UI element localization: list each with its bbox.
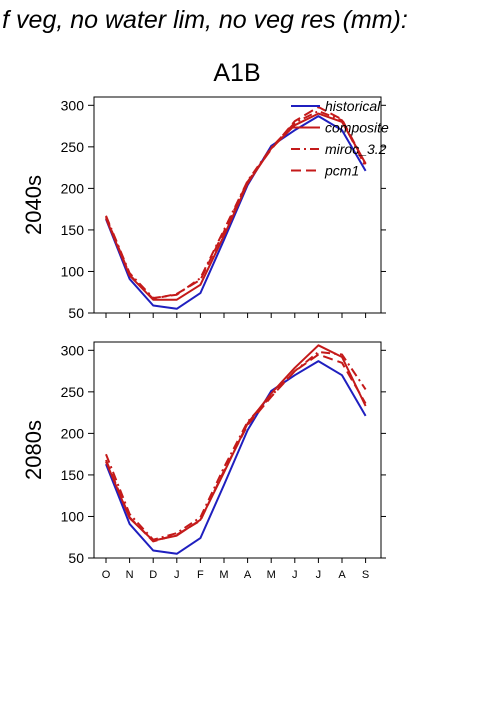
legend-label: historical <box>325 98 381 114</box>
month-label: O <box>102 569 111 581</box>
series-line-pcm1 <box>105 106 367 300</box>
y-tick-label: 200 <box>61 180 85 196</box>
x-ticks <box>105 558 367 563</box>
series-lines <box>105 344 367 555</box>
x-ticks <box>105 313 367 318</box>
month-label: A <box>244 569 252 581</box>
page-title: f veg, no water lim, no veg res (mm): <box>2 6 408 34</box>
panel-frame <box>93 96 382 314</box>
panel-2040s: 2040s 50 100 150 200 250 300 historical compos… <box>21 96 389 321</box>
y-tick-label: 300 <box>61 342 85 358</box>
legend-label: miroc_3.2 <box>325 141 387 157</box>
series-line-miroc-3-2 <box>105 351 367 541</box>
y-tick-label: 100 <box>61 508 85 524</box>
month-label: N <box>126 569 134 581</box>
scenario-title: A1B <box>213 59 260 87</box>
y-tick-label: 250 <box>61 139 85 155</box>
series-line-historical <box>105 360 367 555</box>
series-line-pcm1 <box>105 353 367 543</box>
y-tick-label: 200 <box>61 425 85 441</box>
y-tick-label: 250 <box>61 384 85 400</box>
y-tick-label: 100 <box>61 263 85 279</box>
month-label: J <box>292 569 298 581</box>
y-tick-label: 150 <box>61 467 85 483</box>
y-tick-label: 50 <box>68 550 84 566</box>
series-line-historical <box>105 115 367 310</box>
month-label: S <box>362 569 369 581</box>
month-label: J <box>174 569 180 581</box>
series-lines <box>105 106 367 310</box>
panel-2080s: 2080s 50 100 150 200 250 300 O N D J F M A M J J A S <box>21 341 386 581</box>
month-label: A <box>338 569 346 581</box>
row-label-2080s: 2080s <box>21 420 46 480</box>
y-ticks: 50 100 150 200 250 300 <box>61 97 386 321</box>
panel-frame <box>93 341 382 559</box>
month-label: M <box>267 569 276 581</box>
y-tick-label: 300 <box>61 97 85 113</box>
month-label: F <box>197 569 204 581</box>
legend: historical composite miroc_3.2 pcm1 <box>291 98 389 179</box>
y-ticks: 50 100 150 200 250 300 <box>61 342 386 566</box>
month-label: J <box>316 569 322 581</box>
month-label: D <box>149 569 157 581</box>
y-tick-label: 50 <box>68 305 84 321</box>
y-tick-label: 150 <box>61 222 85 238</box>
row-label-2040s: 2040s <box>21 175 46 235</box>
month-label: M <box>219 569 228 581</box>
legend-label: pcm1 <box>324 163 359 179</box>
legend-label: composite <box>325 120 389 136</box>
